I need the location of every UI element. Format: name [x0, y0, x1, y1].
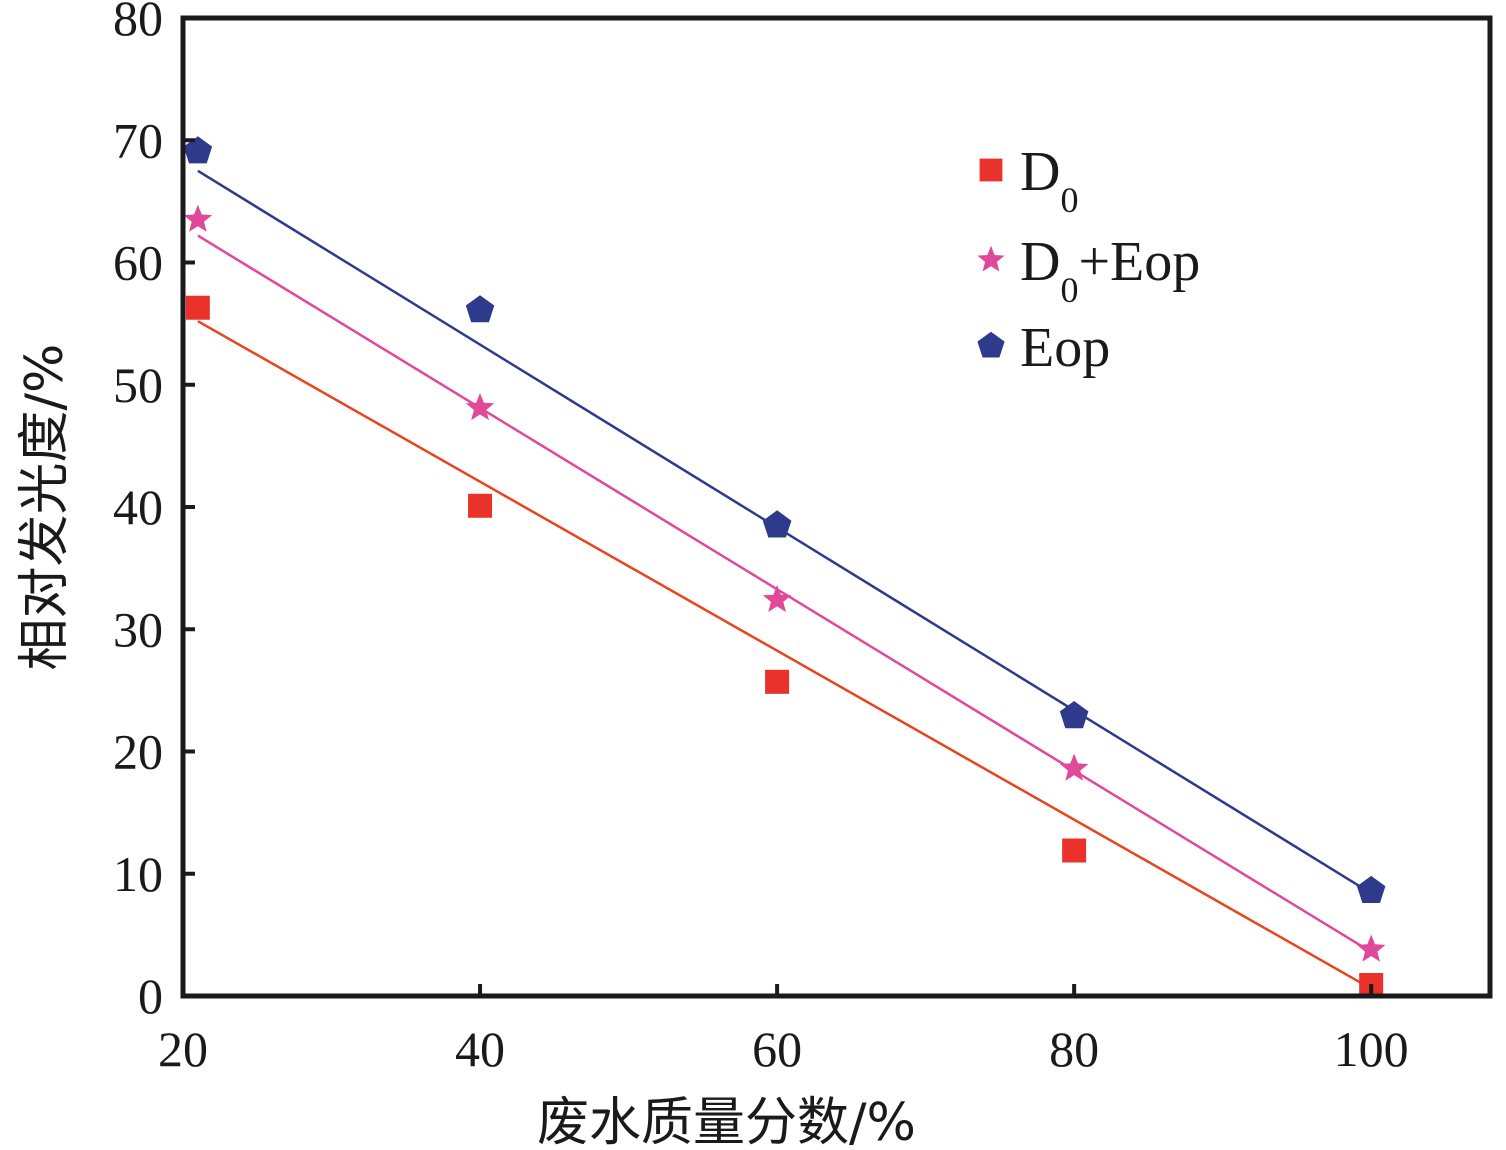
fit-lines [197, 169, 1372, 990]
legend-marker-0 [979, 158, 1003, 182]
y-tick-label: 60 [113, 235, 163, 291]
data-point-0-1 [468, 493, 493, 518]
data-point-0-3 [1062, 838, 1087, 863]
y-tick-label: 70 [113, 112, 163, 168]
y-tick-label: 80 [113, 0, 163, 46]
legend-marker-2 [977, 331, 1005, 358]
x-tick-label: 80 [1049, 1021, 1099, 1077]
y-axis-title: 相对发光度/% [15, 344, 75, 671]
x-tick-label: 100 [1334, 1021, 1409, 1077]
x-tick-label: 20 [158, 1021, 208, 1077]
legend-label-2: Eop [1020, 317, 1110, 379]
fit-line-1 [197, 234, 1372, 954]
legend-name: D [1020, 141, 1060, 203]
x-tick-label: 60 [752, 1021, 802, 1077]
x-axis-ticks: 20 40 60 80 100 [158, 984, 1409, 1077]
data-point-1-2 [762, 584, 792, 612]
data-points [183, 136, 1386, 997]
legend-subscript: 0 [1060, 180, 1078, 220]
y-tick-label: 0 [138, 968, 163, 1024]
data-point-0-2 [765, 669, 790, 694]
plot-frame [180, 15, 1493, 999]
y-tick-label: 10 [113, 846, 163, 902]
data-point-2-2 [762, 510, 792, 538]
legend-label-1: D0+Eop [1020, 231, 1200, 310]
legend-subscript: 0 [1060, 270, 1078, 310]
y-tick-label: 30 [113, 601, 163, 657]
legend-name: D [1020, 231, 1060, 293]
data-point-1-4 [1356, 934, 1386, 962]
y-tick-label: 40 [113, 479, 163, 535]
x-axis-title: 废水质量分数/% [537, 1093, 916, 1150]
legend-suffix: +Eop [1078, 231, 1200, 293]
data-point-1-1 [465, 393, 495, 421]
data-point-2-0 [183, 136, 213, 164]
data-point-2-1 [465, 295, 495, 323]
y-axis-ticks: 0 10 20 30 40 50 60 70 80 [113, 0, 195, 1024]
data-point-0-0 [185, 295, 210, 320]
data-point-2-4 [1356, 875, 1386, 903]
data-point-1-3 [1059, 753, 1089, 781]
legend-marker-1 [977, 245, 1005, 272]
x-tick-label: 40 [455, 1021, 505, 1077]
legend-label-0: D0 [1020, 141, 1078, 220]
y-tick-label: 20 [113, 724, 163, 780]
data-point-2-3 [1059, 701, 1089, 729]
y-tick-label: 50 [113, 357, 163, 413]
legend-name: Eop [1020, 317, 1110, 379]
data-point-1-0 [183, 204, 213, 232]
fit-line-0 [197, 320, 1372, 990]
